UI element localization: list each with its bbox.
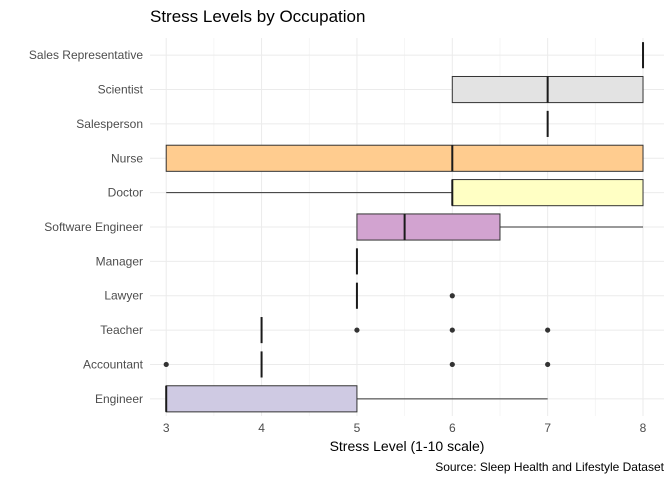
x-tick-label: 8: [640, 421, 647, 435]
outlier-point: [449, 293, 455, 299]
box-accountant: [163, 351, 551, 378]
outlier-point: [163, 361, 169, 368]
outlier-point: [449, 361, 455, 368]
y-tick-label: Lawyer: [104, 289, 143, 303]
box-software-engineer: [356, 213, 644, 241]
x-tick-label: 6: [449, 421, 456, 435]
y-tick-label: Accountant: [83, 357, 144, 371]
box-iqr: [451, 179, 644, 207]
x-tick-label: 5: [354, 421, 361, 435]
outlier-point: [354, 327, 360, 333]
chart-caption: Source: Sleep Health and Lifestyle Datas…: [435, 460, 664, 474]
y-tick-label: Doctor: [108, 186, 143, 200]
y-tick-label: Scientist: [98, 83, 144, 97]
y-tick-label: Software Engineer: [44, 220, 143, 234]
box-engineer: [165, 385, 548, 413]
y-tick-labels: Engineer Accountant Teacher Lawyer Manager So…: [29, 48, 144, 406]
box-iqr: [165, 385, 358, 413]
box-doctor: [166, 179, 644, 207]
x-tick-label: 7: [544, 421, 551, 435]
box-layer: [163, 42, 645, 413]
y-tick-label: Manager: [96, 254, 143, 268]
x-axis-label: Stress Level (1-10 scale): [330, 438, 485, 454]
y-tick-label: Teacher: [100, 323, 143, 337]
y-tick-label: Sales Representative: [29, 48, 143, 62]
x-tick-label: 3: [163, 421, 170, 435]
x-tick-labels: 3 4 5 6 7 8: [163, 421, 647, 435]
outlier-point: [449, 327, 455, 333]
y-tick-label: Nurse: [111, 151, 143, 165]
box-iqr: [165, 144, 644, 172]
box-nurse: [165, 144, 644, 172]
x-tick-label: 4: [258, 421, 265, 435]
chart-title: Stress Levels by Occupation: [150, 7, 365, 26]
y-tick-label: Salesperson: [76, 117, 143, 131]
box-teacher: [260, 317, 551, 344]
outlier-point: [545, 327, 551, 333]
box-lawyer: [355, 282, 455, 309]
outlier-point: [545, 361, 551, 368]
box-iqr: [356, 213, 501, 241]
y-tick-label: Engineer: [95, 392, 143, 406]
box-scientist: [451, 75, 644, 104]
